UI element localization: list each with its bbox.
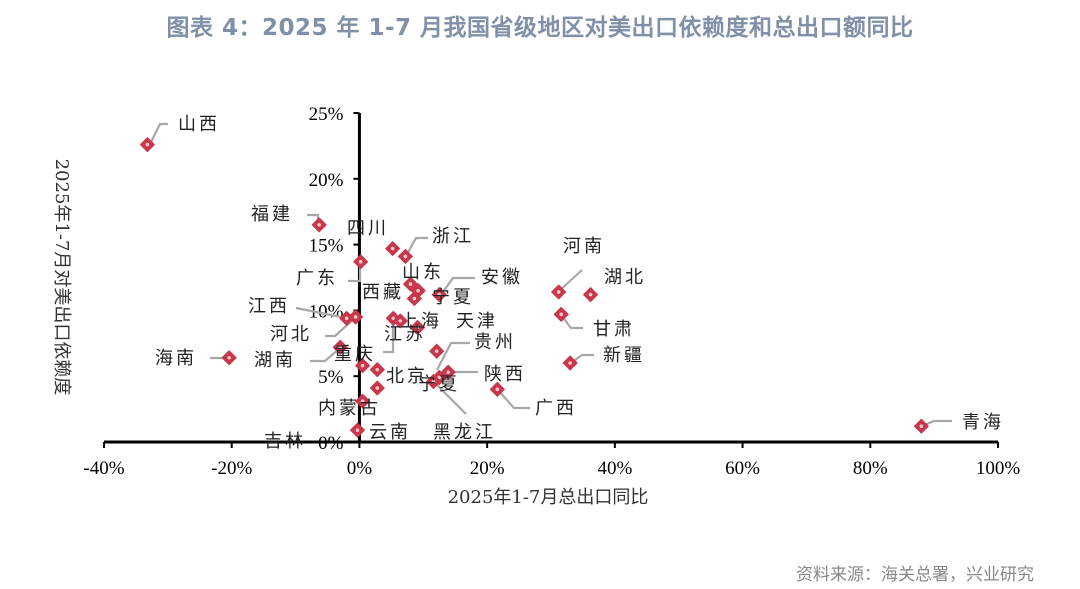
point-label: 湖南 xyxy=(254,350,296,371)
source-note: 资料来源：海关总署，兴业研究 xyxy=(796,565,1034,585)
point-label: 广西 xyxy=(535,398,577,419)
point-label: 吉林 xyxy=(264,431,306,452)
point-label: 贵州 xyxy=(474,332,516,353)
point-label: 河北 xyxy=(270,324,312,345)
point-label: 浙江 xyxy=(432,226,474,247)
point-label: 四川 xyxy=(347,218,389,239)
point-label: 河南 xyxy=(563,236,605,257)
x-axis-title: 2025年1-7月总出口同比 xyxy=(448,487,649,508)
point-label: 山东 xyxy=(402,262,444,283)
leader-line xyxy=(439,276,475,297)
leader-line xyxy=(348,264,362,283)
y-tick-label: 20% xyxy=(309,170,344,191)
leader-line xyxy=(497,389,530,410)
point-label: 青海 xyxy=(962,412,1004,433)
leader-line xyxy=(295,306,347,320)
point-label: 福建 xyxy=(251,204,293,225)
x-tick-label: 40% xyxy=(597,458,632,479)
y-tick-label: 15% xyxy=(309,236,344,257)
point-label: 上海 xyxy=(400,311,442,332)
y-axis-title: 2025年1-7月对美出口依赖度 xyxy=(51,159,72,396)
point-label: 北京 xyxy=(386,366,428,387)
x-tick-label: -20% xyxy=(211,458,252,479)
leader-line xyxy=(310,347,341,363)
axes: -40% -20% 0% 20% 40% 60% 80% 100% 0% 5% 10% 15% 20% 2… xyxy=(51,104,1020,508)
x-tick-label: 100% xyxy=(976,458,1021,479)
point-label: 江西 xyxy=(248,296,290,317)
point-label: 天津 xyxy=(456,311,498,332)
point-label: 安徽 xyxy=(481,267,523,288)
point-label: 内蒙古 xyxy=(318,398,381,419)
point-label: 新疆 xyxy=(603,345,645,366)
chart-title: 图表 4：2025 年 1-7 月我国省级地区对美出口依赖度和总出口额同比 xyxy=(166,15,914,41)
point-label: 重庆 xyxy=(334,344,376,365)
point-label: 广东 xyxy=(296,268,338,289)
point-label: 黑龙江 xyxy=(433,422,496,443)
y-tick-label: 10% xyxy=(309,301,344,322)
leader-line xyxy=(560,314,583,330)
y-tick-label: 5% xyxy=(318,367,344,388)
x-tick-label: 0% xyxy=(347,458,373,479)
y-tick-label: 25% xyxy=(309,104,344,125)
point-label: 西藏 xyxy=(362,282,404,303)
point-label: 宁夏 xyxy=(418,374,460,395)
point-label: 山西 xyxy=(178,114,220,135)
leader-lines xyxy=(149,122,952,428)
leader-line xyxy=(432,380,467,415)
point-label: 湖北 xyxy=(604,267,646,288)
leader-line xyxy=(149,122,168,145)
point-label: 江苏 xyxy=(384,324,426,345)
point-label: 海南 xyxy=(155,348,197,369)
x-tick-label: 60% xyxy=(725,458,760,479)
x-tick-label: -40% xyxy=(83,458,124,479)
leader-line xyxy=(405,236,428,257)
data-points xyxy=(139,137,929,438)
point-label: 云南 xyxy=(369,422,411,443)
leader-line xyxy=(383,320,395,354)
point-label: 甘肃 xyxy=(593,319,635,340)
point-label: 宁夏 xyxy=(432,287,474,308)
point-label: 陕西 xyxy=(484,364,526,385)
x-tick-label: 80% xyxy=(853,458,888,479)
y-tick-label: 0% xyxy=(318,433,344,454)
x-tick-label: 20% xyxy=(470,458,505,479)
leader-line xyxy=(436,341,470,371)
